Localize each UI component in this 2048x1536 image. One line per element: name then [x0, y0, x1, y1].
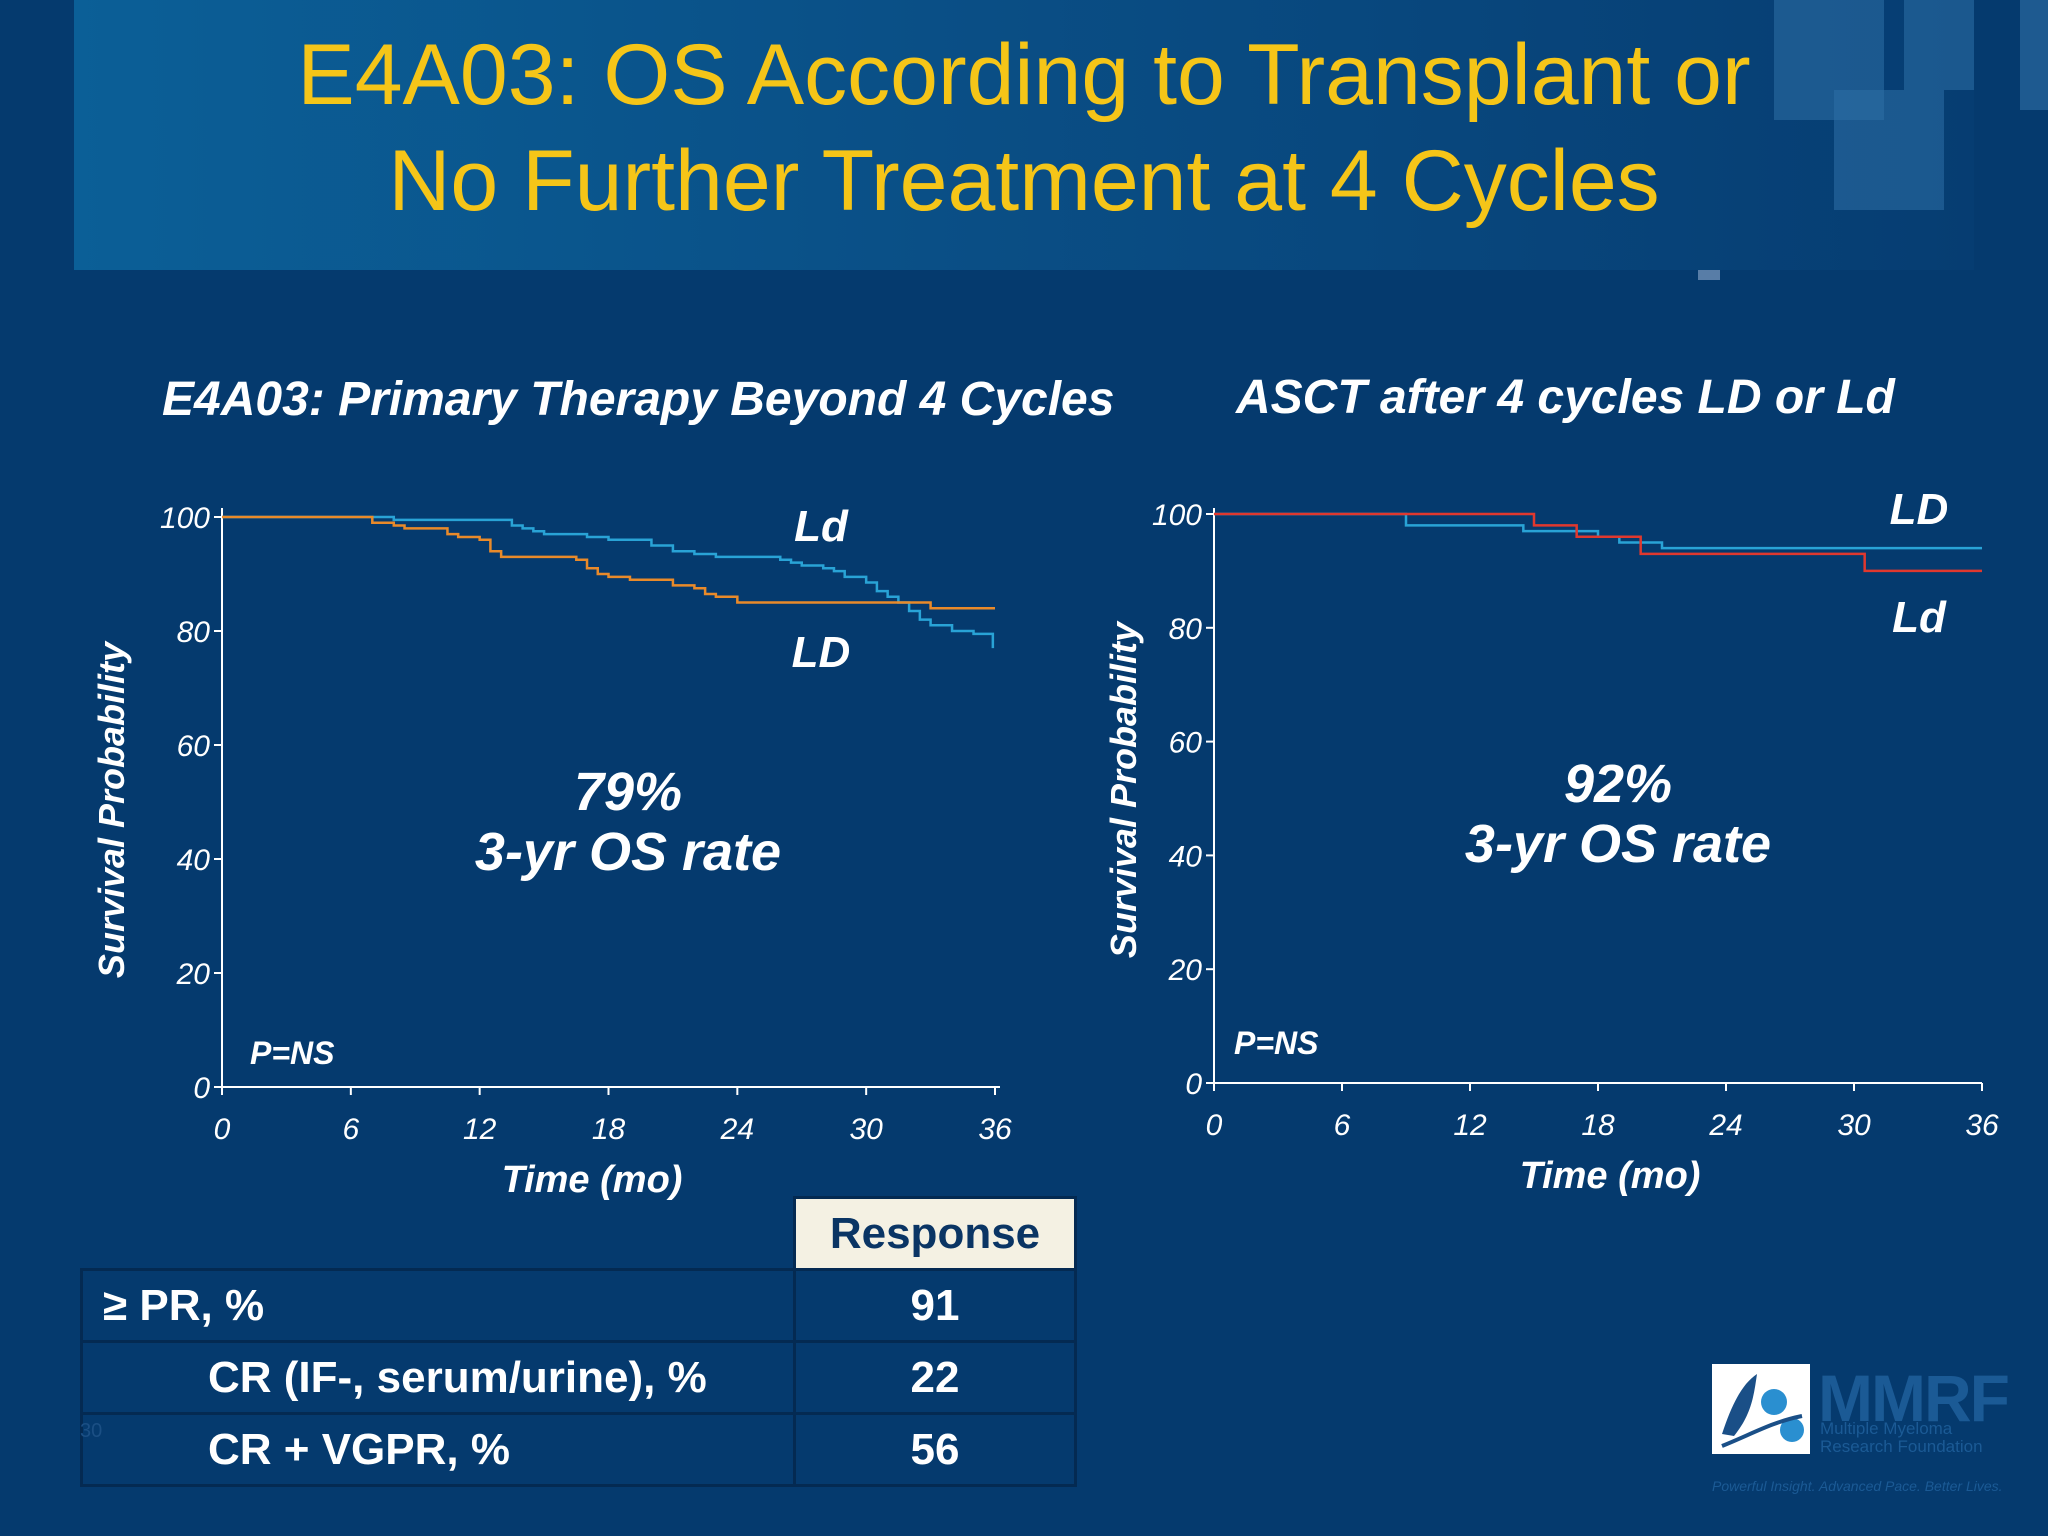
- table-row: ≥ PR, % 91: [80, 1268, 1077, 1343]
- decorative-square: [1904, 0, 1974, 90]
- table-row-value: 22: [793, 1340, 1077, 1415]
- table-row-label: CR (IF-, serum/urine), %: [80, 1340, 796, 1415]
- title-line-1: E4A03: OS According to Transplant or: [297, 27, 1751, 123]
- left-x-tick-label: 30: [849, 1113, 883, 1146]
- right-x-tick-label: 18: [1581, 1109, 1615, 1142]
- page-title: E4A03: OS According to Transplant or No …: [74, 22, 1974, 234]
- left-y-tick-label: 0: [193, 1072, 210, 1105]
- table-row-label: ≥ PR, %: [80, 1268, 796, 1343]
- left-series-group: [222, 515, 995, 649]
- left-os-rate-label: 3-yr OS rate: [475, 822, 781, 882]
- left-km-chart: 0 20 40 60 80 100 0 6 12 18 24 30 36 Time (mo) Surv…: [91, 502, 1012, 1201]
- right-y-axis-label: Survival Probability: [1103, 620, 1144, 958]
- decorative-square: [1834, 90, 1944, 210]
- right-curve-label-lower: Ld: [1892, 593, 1947, 642]
- right-series-line-Ld: [1214, 512, 1982, 573]
- mmrf-leaf-logo-icon: [1712, 1364, 1810, 1454]
- left-series-line-Ld: [222, 515, 995, 649]
- table-row-value: 91: [793, 1268, 1077, 1343]
- title-banner: [74, 0, 1974, 270]
- right-x-tick-label: 0: [1206, 1109, 1223, 1142]
- left-x-ticks: 0 6 12 18 24 30 36: [214, 1087, 1012, 1146]
- right-y-tick-label: 60: [1169, 727, 1203, 760]
- right-y-tick-label: 40: [1169, 840, 1203, 873]
- left-y-axis-label: Survival Probability: [91, 640, 132, 978]
- right-y-tick-label: 0: [1185, 1068, 1202, 1101]
- mmrf-logo-text: MMRF: [1818, 1361, 2010, 1435]
- right-series-group: [1214, 512, 1982, 573]
- right-y-tick-label: 80: [1169, 613, 1203, 646]
- mmrf-logo-sub-line1: Multiple Myeloma: [1820, 1419, 1953, 1438]
- left-y-tick-label: 40: [177, 844, 211, 877]
- right-y-ticks: 0 20 40 60 80 100: [1152, 499, 1214, 1101]
- right-x-tick-label: 30: [1837, 1109, 1871, 1142]
- right-x-tick-label: 36: [1965, 1109, 1999, 1142]
- table-row-label: CR + VGPR, %: [80, 1412, 796, 1487]
- right-curve-label-upper: LD: [1890, 485, 1949, 534]
- right-os-rate-value: 92%: [1564, 754, 1672, 814]
- right-chart-title: ASCT after 4 cycles LD or Ld: [1236, 371, 1895, 424]
- right-x-tick-label: 6: [1334, 1109, 1351, 1142]
- left-pvalue: P=NS: [250, 1035, 335, 1071]
- table-header-response: Response: [793, 1196, 1077, 1271]
- left-series-line-LD: [222, 515, 995, 610]
- left-os-rate-value: 79%: [574, 762, 682, 822]
- left-curve-label-lower: LD: [792, 628, 851, 677]
- table-row: CR + VGPR, % 56: [80, 1412, 1077, 1487]
- left-y-tick-label: 20: [176, 958, 211, 991]
- right-series-line-LD: [1214, 512, 1982, 550]
- response-table: Response ≥ PR, % 91 CR (IF-, serum/urine…: [80, 1196, 1077, 1487]
- left-y-ticks: 0 20 40 60 80 100: [160, 502, 222, 1105]
- table-header-blank: [82, 1198, 795, 1270]
- left-x-tick-label: 12: [463, 1113, 497, 1146]
- decorative-square: [1698, 270, 1720, 280]
- right-y-tick-label: 100: [1152, 499, 1202, 532]
- left-y-tick-label: 100: [160, 502, 210, 535]
- left-x-tick-label: 6: [342, 1113, 359, 1146]
- right-x-ticks: 0 6 12 18 24 30 36: [1206, 1083, 1999, 1142]
- mmrf-logo-subtitle: Multiple Myeloma Research Foundation: [1820, 1420, 1983, 1456]
- right-os-rate-label: 3-yr OS rate: [1465, 814, 1771, 874]
- left-y-tick-label: 60: [177, 730, 211, 763]
- left-curve-label-upper: Ld: [794, 502, 849, 551]
- decorative-square: [2020, 0, 2048, 110]
- table-row-value: 56: [793, 1412, 1077, 1487]
- left-x-tick-label: 18: [592, 1113, 626, 1146]
- right-y-tick-label: 20: [1168, 954, 1203, 987]
- mmrf-tagline: Powerful Insight. Advanced Pace. Better …: [1712, 1478, 2003, 1494]
- mmrf-logo-sub-line2: Research Foundation: [1820, 1437, 1983, 1456]
- slide-number: 30: [80, 1420, 103, 1442]
- title-line-2: No Further Treatment at 4 Cycles: [388, 133, 1660, 229]
- left-x-tick-label: 24: [720, 1113, 754, 1146]
- right-x-tick-label: 12: [1453, 1109, 1487, 1142]
- right-km-chart: 0 20 40 60 80 100 0 6 12 18 24 30 36 Time (mo) Surv…: [1103, 485, 1999, 1197]
- right-x-tick-label: 24: [1708, 1109, 1742, 1142]
- left-x-tick-label: 0: [214, 1113, 231, 1146]
- left-chart-title: E4A03: Primary Therapy Beyond 4 Cycles: [162, 373, 1115, 426]
- left-x-tick-label: 36: [978, 1113, 1012, 1146]
- right-pvalue: P=NS: [1234, 1025, 1319, 1061]
- left-x-axis-label: Time (mo): [502, 1159, 683, 1201]
- table-header-row: Response: [82, 1196, 1077, 1271]
- table-row: CR (IF-, serum/urine), % 22: [80, 1340, 1077, 1415]
- right-x-axis-label: Time (mo): [1520, 1155, 1701, 1197]
- left-y-tick-label: 80: [177, 616, 211, 649]
